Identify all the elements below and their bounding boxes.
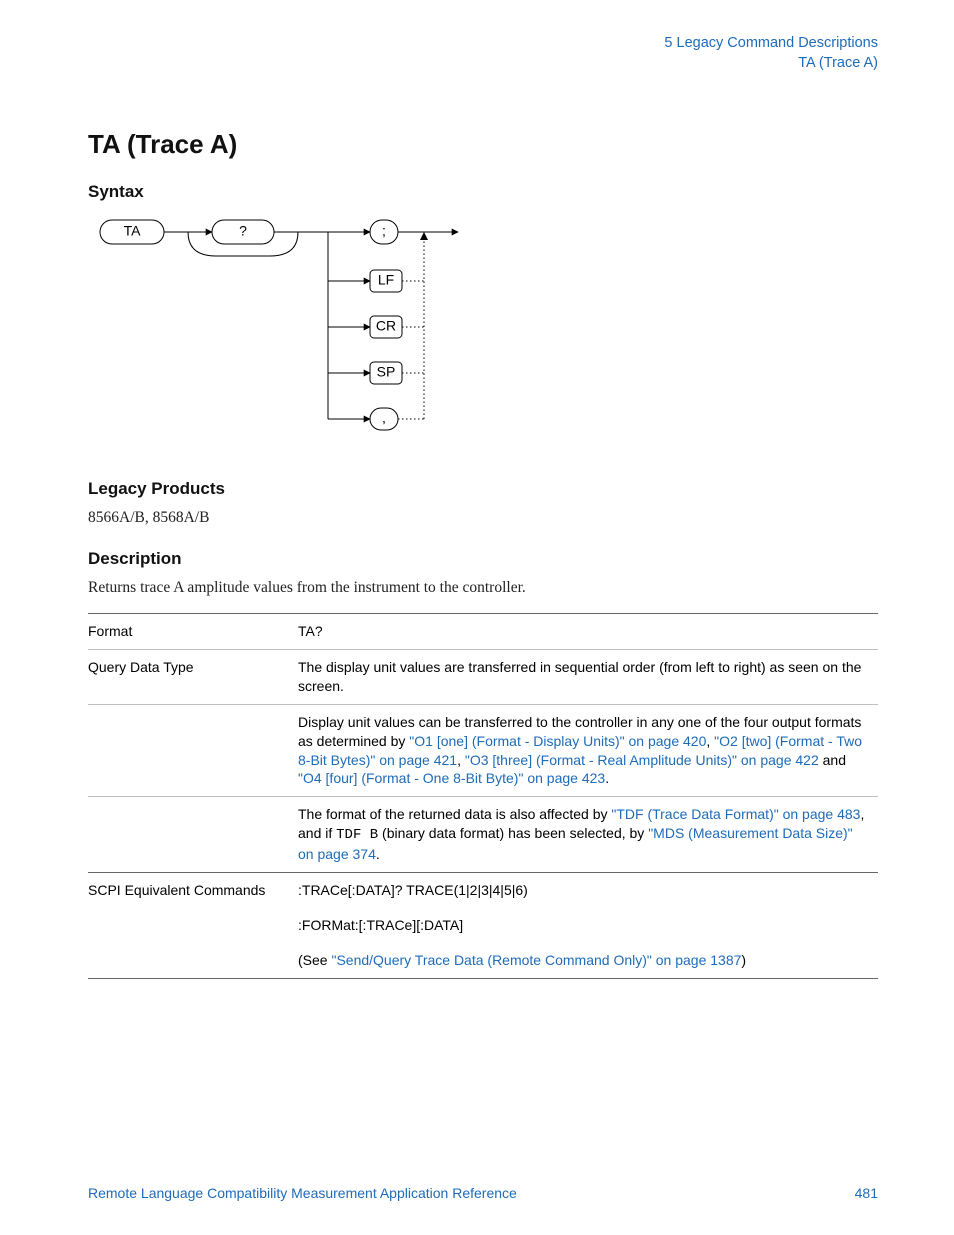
- row-qdt-p2: Display unit values can be transferred t…: [298, 704, 878, 797]
- row-scpi-l1: :TRACe[:DATA]? TRACE(1|2|3|4|5|6): [298, 873, 878, 908]
- row-scpi-label: SCPI Equivalent Commands: [88, 873, 298, 908]
- description-text: Returns trace A amplitude values from th…: [88, 579, 878, 597]
- link-send-query-trace[interactable]: "Send/Query Trace Data (Remote Command O…: [331, 952, 741, 968]
- row-scpi-l2: :FORMat:[:TRACe][:DATA]: [298, 908, 878, 943]
- footer-page-number: 481: [855, 1185, 878, 1201]
- legacy-heading: Legacy Products: [88, 479, 878, 499]
- diagram-node-q: ?: [239, 223, 247, 239]
- row-format-value: TA?: [298, 614, 878, 650]
- row-qdt-label: Query Data Type: [88, 650, 298, 705]
- diagram-node-sp: SP: [377, 364, 396, 380]
- page-header: 5 Legacy Command Descriptions TA (Trace …: [88, 34, 878, 73]
- link-o1[interactable]: "O1 [one] (Format - Display Units)" on p…: [409, 733, 706, 749]
- link-tdf[interactable]: "TDF (Trace Data Format)" on page 483: [611, 806, 860, 822]
- syntax-heading: Syntax: [88, 182, 878, 202]
- syntax-diagram: TA ? ; LF CR SP ,: [88, 212, 878, 457]
- description-heading: Description: [88, 549, 878, 569]
- spec-table: Format TA? Query Data Type The display u…: [88, 613, 878, 979]
- diagram-node-ta: TA: [124, 223, 142, 239]
- diagram-node-cr: CR: [376, 318, 396, 334]
- link-o3[interactable]: "O3 [three] (Format - Real Amplitude Uni…: [465, 752, 819, 768]
- header-section: TA (Trace A): [88, 54, 878, 74]
- legacy-products-text: 8566A/B, 8568A/B: [88, 509, 878, 527]
- page-footer: Remote Language Compatibility Measuremen…: [88, 1185, 878, 1201]
- row-scpi-l3: (See "Send/Query Trace Data (Remote Comm…: [298, 943, 878, 978]
- diagram-node-lf: LF: [378, 272, 394, 288]
- diagram-node-semi: ;: [382, 223, 386, 239]
- footer-doc-title: Remote Language Compatibility Measuremen…: [88, 1185, 517, 1201]
- row-qdt-p3: The format of the returned data is also …: [298, 797, 878, 873]
- page-title: TA (Trace A): [88, 129, 878, 160]
- row-qdt-p1: The display unit values are transferred …: [298, 650, 878, 705]
- row-format-label: Format: [88, 614, 298, 650]
- link-o4[interactable]: "O4 [four] (Format - One 8-Bit Byte)" on…: [298, 770, 605, 786]
- header-chapter: 5 Legacy Command Descriptions: [88, 34, 878, 54]
- diagram-node-comma: ,: [382, 410, 386, 426]
